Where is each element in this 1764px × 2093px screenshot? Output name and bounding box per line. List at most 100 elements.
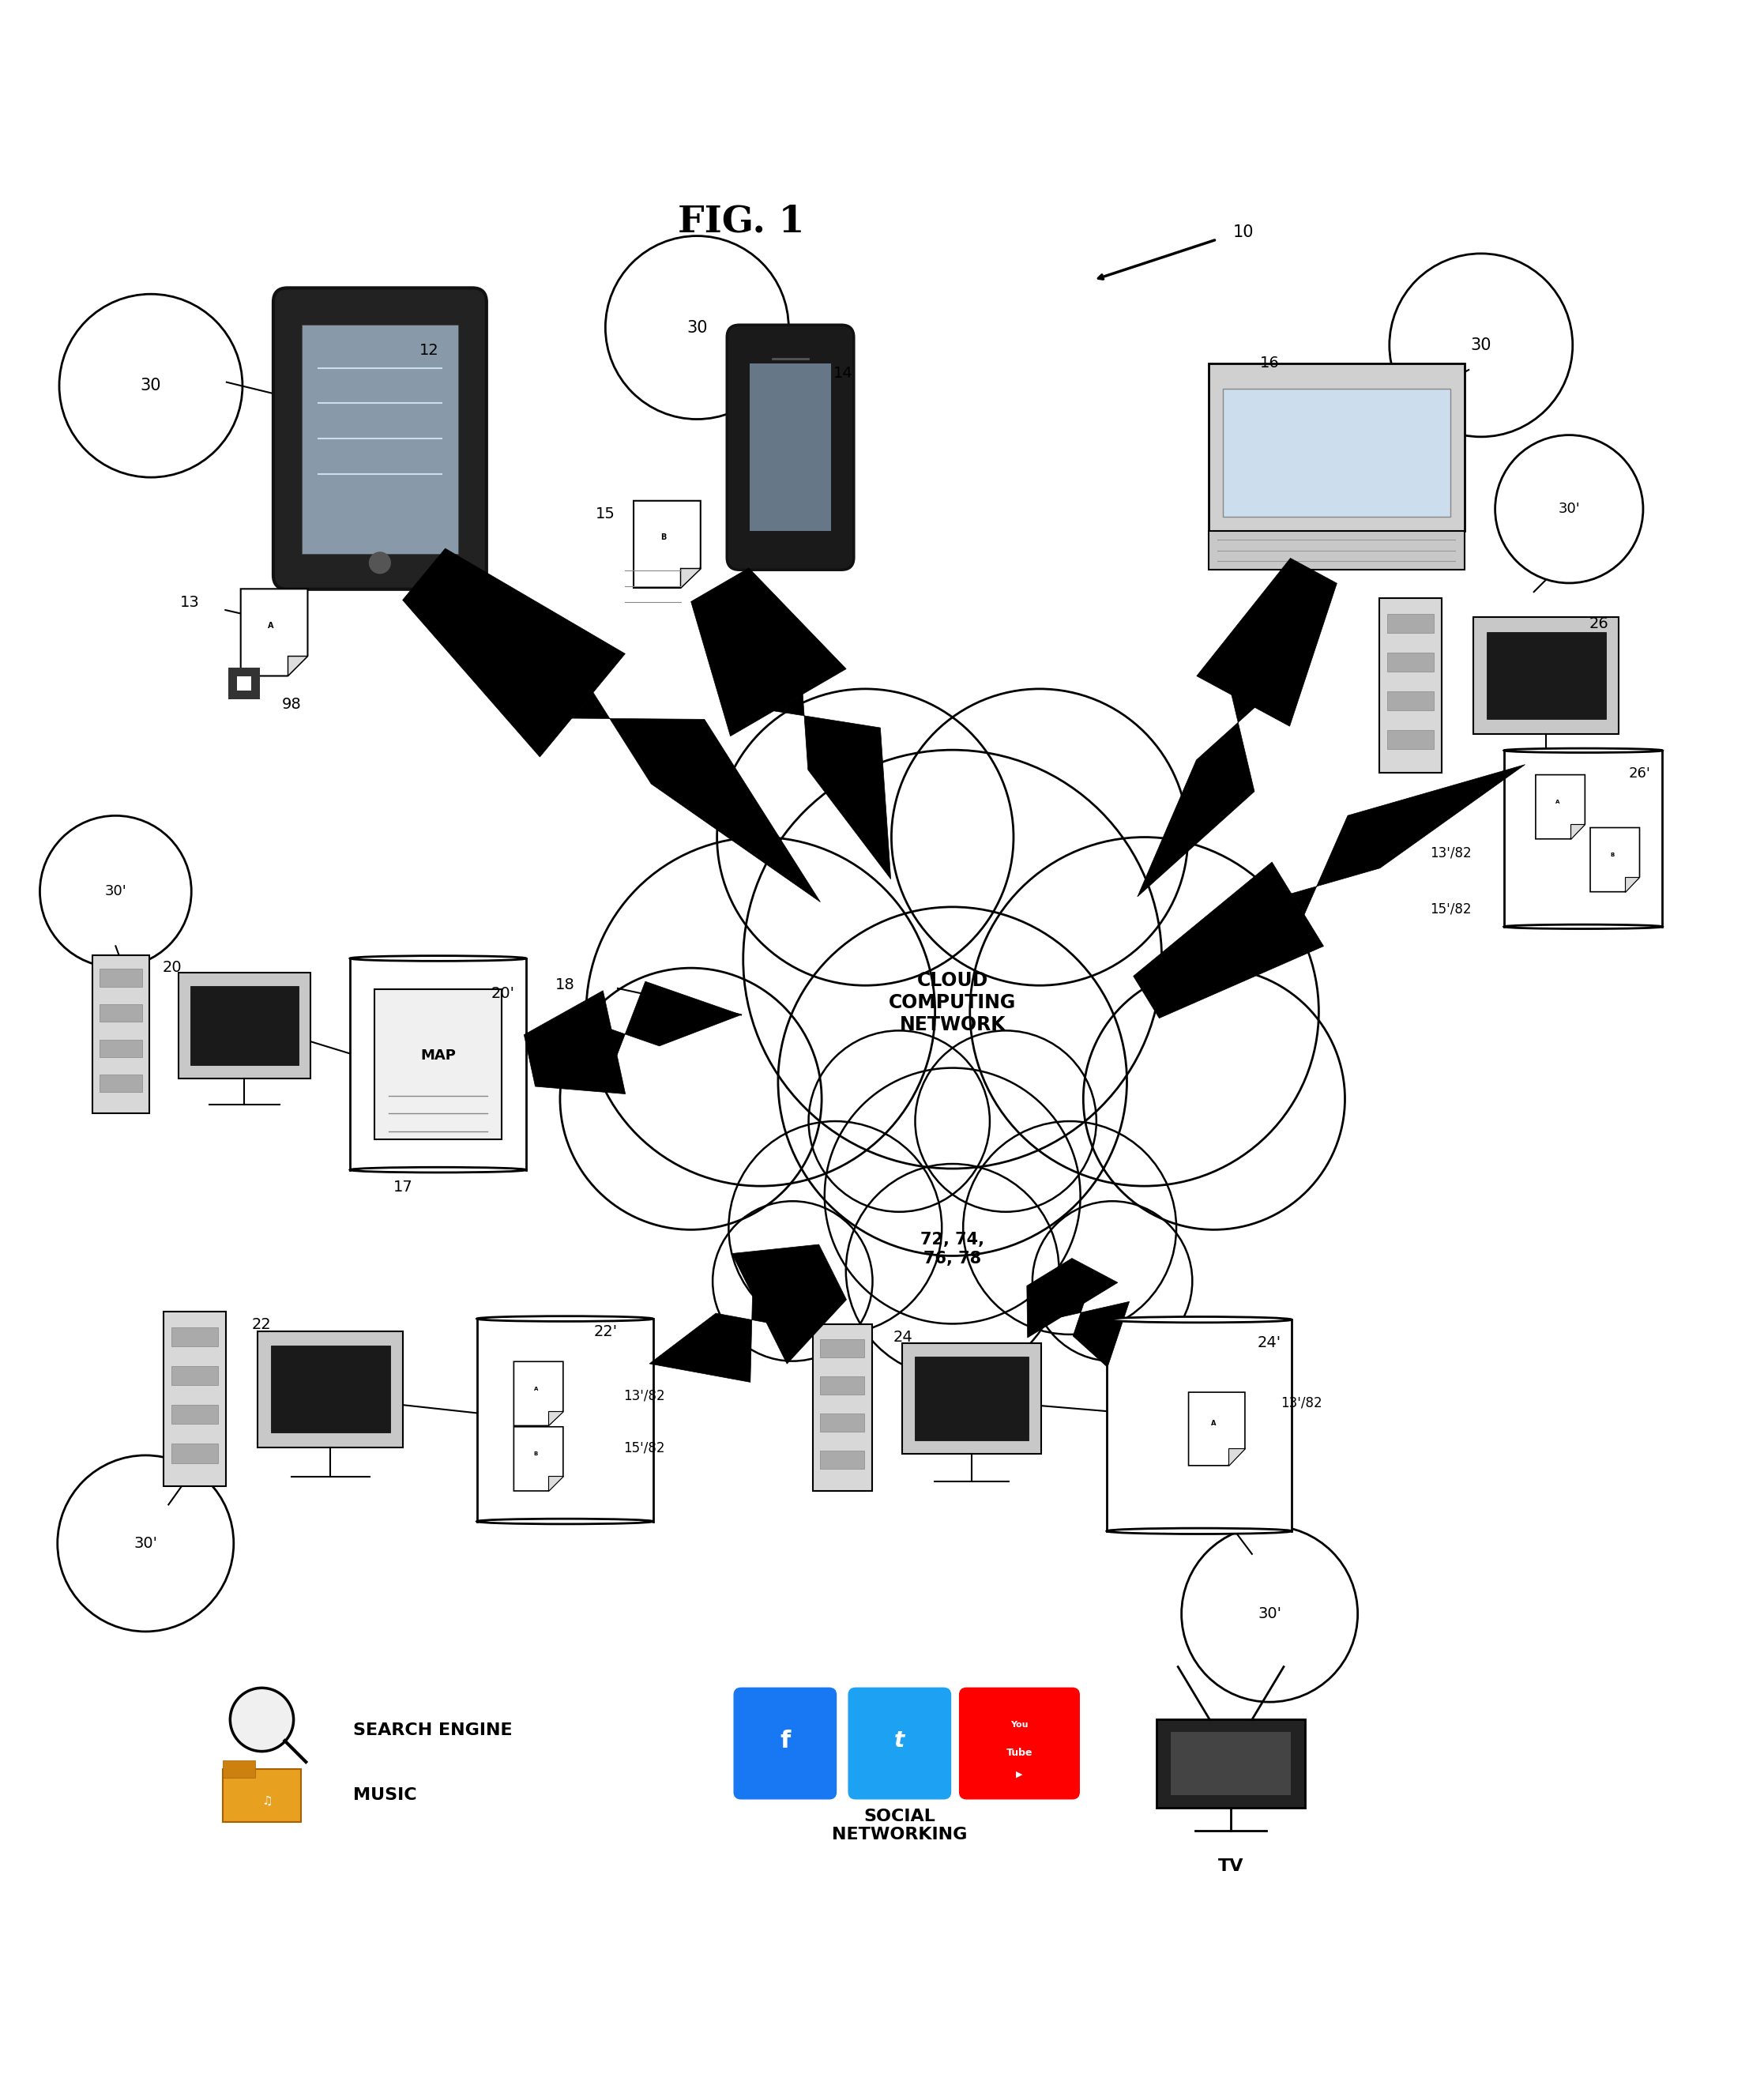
Bar [171, 1444, 219, 1463]
Bar [171, 1327, 219, 1346]
Bar [1387, 613, 1434, 632]
Bar [476, 1319, 653, 1522]
Text: 20': 20' [492, 986, 515, 1000]
Ellipse shape [349, 1168, 526, 1172]
Text: CLOUD
COMPUTING
NETWORK: CLOUD COMPUTING NETWORK [889, 971, 1016, 1034]
Bar [101, 1005, 143, 1021]
Circle shape [586, 837, 935, 1187]
Polygon shape [288, 655, 307, 676]
Text: f: f [780, 1729, 790, 1752]
Polygon shape [649, 1245, 847, 1381]
Text: FIG. 1: FIG. 1 [677, 203, 804, 241]
Ellipse shape [1106, 1316, 1291, 1323]
Bar [236, 676, 250, 691]
Text: 15'/82: 15'/82 [623, 1442, 665, 1455]
Bar [171, 1404, 219, 1423]
Bar [1106, 1319, 1291, 1532]
Bar [903, 1344, 1041, 1455]
Text: SEARCH ENGINE: SEARCH ENGINE [353, 1723, 513, 1737]
Bar [101, 1074, 143, 1093]
Bar [820, 1377, 864, 1394]
Bar [101, 1040, 143, 1057]
Text: t: t [894, 1729, 905, 1752]
Text: 30: 30 [141, 379, 161, 393]
Text: B: B [534, 1453, 538, 1457]
Bar [1379, 599, 1441, 772]
Text: 18: 18 [556, 977, 575, 992]
Bar [1222, 389, 1450, 517]
Text: A: A [534, 1386, 538, 1392]
Text: 30: 30 [686, 320, 707, 335]
Text: 13'/82: 13'/82 [1281, 1396, 1321, 1409]
Text: B: B [662, 534, 667, 542]
Polygon shape [402, 548, 820, 902]
Circle shape [1083, 967, 1344, 1231]
Circle shape [824, 1067, 1080, 1323]
Text: A: A [1556, 800, 1559, 804]
Circle shape [847, 1164, 1058, 1377]
Text: 22': 22' [593, 1325, 617, 1340]
Circle shape [916, 1030, 1097, 1212]
Polygon shape [1536, 774, 1586, 839]
Bar [349, 959, 526, 1170]
Circle shape [1496, 435, 1642, 584]
Polygon shape [513, 1363, 563, 1425]
Text: SOCIAL
NETWORKING: SOCIAL NETWORKING [833, 1808, 967, 1842]
Circle shape [58, 1455, 233, 1633]
Polygon shape [1589, 827, 1639, 892]
Text: 30': 30' [104, 885, 127, 898]
Text: ♫: ♫ [261, 1796, 272, 1806]
Bar [302, 324, 459, 555]
Bar [1487, 632, 1605, 720]
Ellipse shape [1106, 1528, 1291, 1534]
Text: Tube: Tube [1005, 1748, 1032, 1758]
Bar [916, 1356, 1028, 1440]
Bar [750, 364, 831, 532]
Circle shape [60, 295, 242, 477]
Text: 16: 16 [1259, 356, 1279, 370]
Circle shape [713, 1201, 873, 1360]
Polygon shape [1625, 877, 1639, 892]
Text: 26': 26' [1628, 766, 1651, 781]
Text: 13: 13 [180, 594, 199, 609]
Bar [1208, 364, 1464, 532]
Text: A: A [268, 622, 273, 630]
Text: 20: 20 [162, 961, 182, 975]
Bar [258, 1331, 404, 1448]
Text: 24': 24' [1258, 1335, 1281, 1350]
Polygon shape [633, 500, 700, 588]
Polygon shape [1189, 1392, 1245, 1465]
Text: 12: 12 [420, 343, 439, 358]
Polygon shape [240, 588, 307, 676]
Polygon shape [1228, 1448, 1245, 1465]
Text: 26: 26 [1589, 615, 1609, 632]
Bar [171, 1367, 219, 1386]
Bar [1208, 532, 1464, 569]
Polygon shape [1027, 1258, 1129, 1367]
Bar [1505, 751, 1662, 927]
Circle shape [41, 816, 191, 967]
Text: MUSIC: MUSIC [353, 1787, 416, 1804]
Ellipse shape [1505, 925, 1662, 929]
Circle shape [891, 689, 1187, 986]
Bar [1387, 653, 1434, 672]
Circle shape [778, 906, 1127, 1256]
Text: 10: 10 [1233, 224, 1254, 241]
FancyBboxPatch shape [727, 324, 854, 569]
Text: A: A [1212, 1419, 1217, 1427]
Bar [374, 990, 501, 1139]
Circle shape [1390, 253, 1573, 437]
Bar [272, 1346, 390, 1434]
Text: 24: 24 [893, 1329, 914, 1346]
Polygon shape [549, 1411, 563, 1425]
Polygon shape [1138, 559, 1337, 896]
FancyBboxPatch shape [734, 1687, 836, 1798]
Bar [164, 1312, 226, 1486]
Circle shape [229, 1687, 293, 1752]
Bar [101, 969, 143, 986]
Bar [1157, 1720, 1305, 1808]
Ellipse shape [476, 1520, 653, 1524]
Bar [178, 973, 310, 1078]
Polygon shape [524, 982, 741, 1095]
Bar [1387, 730, 1434, 749]
